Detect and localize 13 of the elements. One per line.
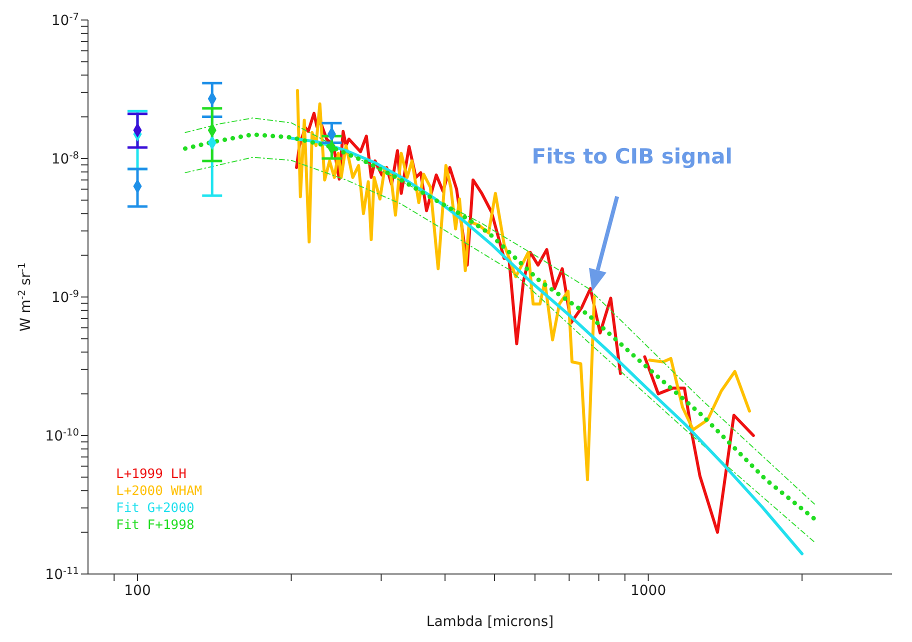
y-tick-label: 10$^{-9}$ — [51, 288, 79, 306]
y-tick-label: 10$^{-7}$ — [51, 12, 79, 29]
y-tick-label: 10$^{-8}$ — [51, 150, 79, 168]
x-axis-title: Lambda [microns] — [426, 614, 554, 630]
text: Fit G+2000 — [116, 500, 196, 517]
y-tick-label: 10$^{-10}$ — [45, 427, 79, 444]
text: L+2000 WHAM — [116, 483, 202, 500]
annotation: Fits to CIB signal — [532, 144, 732, 168]
x-tick-label: 100 — [124, 583, 151, 599]
y-tick-label: 10$^{-11}$ — [45, 566, 79, 583]
text: Fit F+1998 — [116, 517, 196, 534]
x-tick-label: 1000 — [630, 583, 666, 599]
text: L+1999 LH — [116, 466, 188, 483]
